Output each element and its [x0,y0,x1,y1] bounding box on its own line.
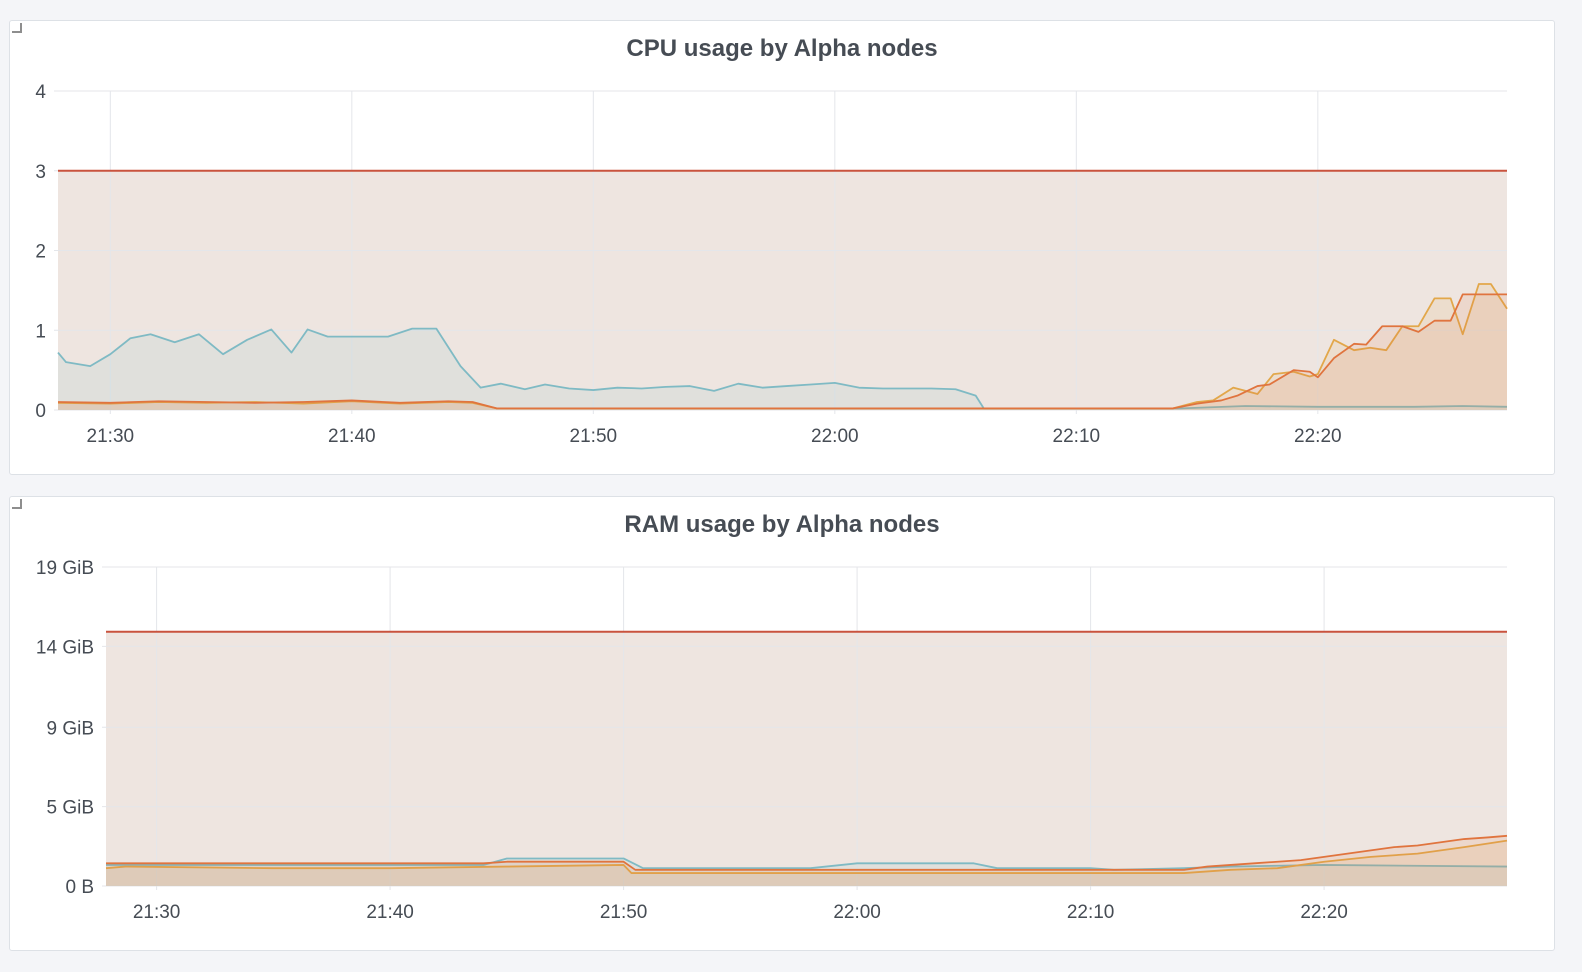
ram-y-tick-label: 0 B [65,877,94,898]
cpu-series-1-line[interactable] [57,327,1508,410]
cpu-y-tick-label: 3 [35,162,46,183]
cpu-chart-title: CPU usage by Alpha nodes [626,35,938,62]
cpu-series-2-line[interactable] [57,283,1508,410]
ram-x-tick-label: 21:50 [600,902,648,923]
cpu-x-tick-label: 22:10 [1053,426,1101,447]
ram-x-tick-label: 21:30 [133,902,181,923]
ram-x-tick-label: 22:20 [1300,902,1348,923]
cpu-usage-chart[interactable]: 0 1 2 3 4 21:30 21:40 21:50 22:00 22:10 22:20 [10,21,1556,476]
cpu-series-2-area [58,283,1507,410]
cpu-x-tick-label: 22:20 [1294,426,1342,447]
ram-series-3-area [106,835,1507,886]
ram-y-tick-label: 19 GiB [36,558,94,579]
ram-x-tick-label: 22:00 [833,902,881,923]
ram-x-tick-label: 21:40 [366,902,414,923]
ram-chart-title: RAM usage by Alpha nodes [624,511,940,538]
resize-handle-icon[interactable] [10,21,22,33]
cpu-x-tick-label: 22:00 [811,426,859,447]
cpu-x-tick-label: 21:50 [570,426,618,447]
cpu-x-tick-label: 21:30 [87,426,135,447]
ram-y-tick-label: 9 GiB [46,718,94,739]
ram-threshold-region [106,631,1507,886]
cpu-usage-panel: CPU usage by Alpha nodes 0 1 2 3 4 21:30 21:40… [9,20,1555,475]
resize-handle-icon[interactable] [10,497,22,509]
ram-y-tick-label: 5 GiB [46,798,94,819]
ram-series-3-line[interactable] [106,834,1508,871]
cpu-series-1-area [58,328,1507,410]
ram-usage-panel: RAM usage by Alpha nodes 0 B 5 GiB 9 GiB 14… [9,496,1555,951]
ram-series-2-area [106,840,1507,886]
ram-x-tick-label: 22:10 [1067,902,1115,923]
cpu-y-tick-label: 2 [35,242,46,263]
cpu-y-tick-label: 1 [35,321,46,342]
cpu-series-3-area [58,294,1507,410]
ram-usage-chart[interactable]: 0 B 5 GiB 9 GiB 14 GiB 19 GiB 21:30 21:40 21:50… [10,497,1556,952]
cpu-y-tick-label: 4 [35,82,46,103]
cpu-y-tick-label: 0 [35,401,46,422]
cpu-x-tick-label: 21:40 [328,426,376,447]
cpu-threshold-region [58,170,1507,410]
ram-series-2-line[interactable] [105,839,1508,874]
ram-y-tick-label: 14 GiB [36,637,94,658]
cpu-series-3-line[interactable] [57,293,1507,410]
